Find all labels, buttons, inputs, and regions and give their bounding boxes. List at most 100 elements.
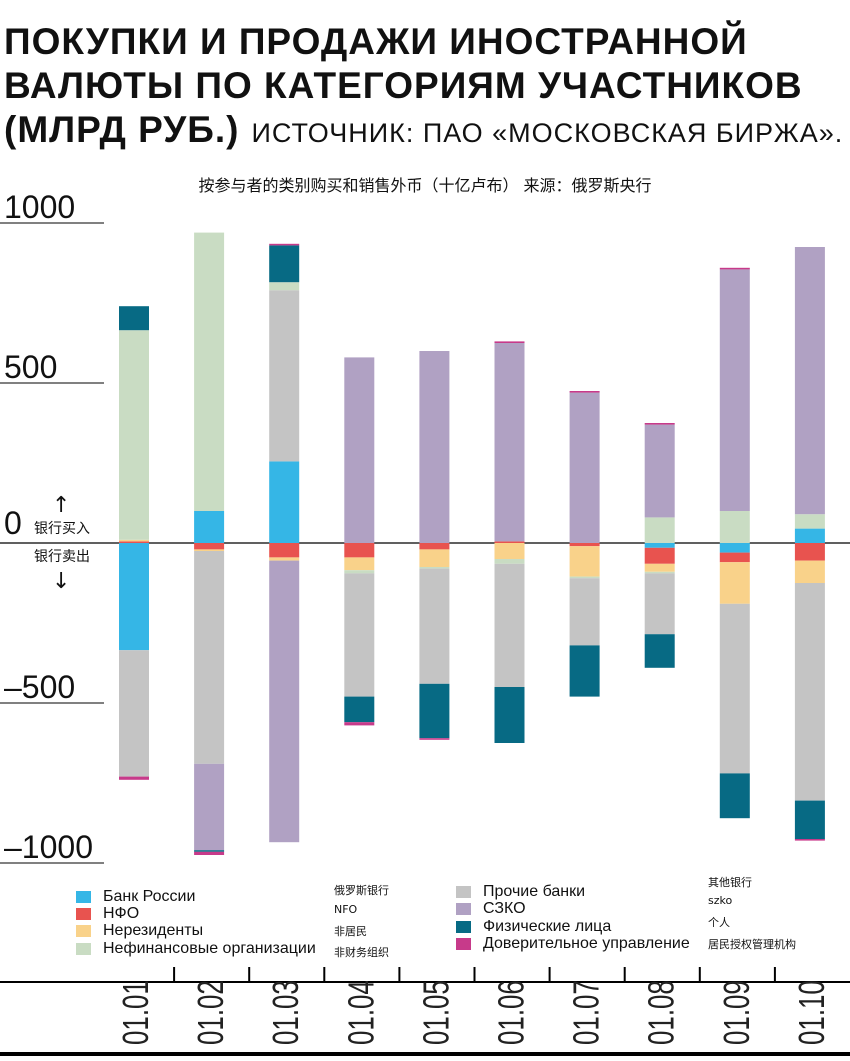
title-source: ИСТОЧНИК: ПАО «МОСКОВСКАЯ БИРЖА». xyxy=(251,118,844,148)
y-tick-label: –500 xyxy=(4,669,75,705)
bar-szko-01.06 xyxy=(494,343,525,542)
bar-nfo-01.04 xyxy=(344,543,375,558)
chart-title: ПОКУПКИ И ПРОДАЖИ ИНОСТРАННОЙ ВАЛЮТЫ ПО … xyxy=(4,20,850,155)
x-tick-label: 01.01 xyxy=(116,980,156,1045)
y-tick-label: 1000 xyxy=(4,189,75,225)
bar-nfo-01.08 xyxy=(644,547,675,564)
x-tick-label: 01.09 xyxy=(717,980,757,1045)
legend-swatch xyxy=(456,902,471,915)
bar-trust-01.03 xyxy=(269,243,300,246)
annotation-buy: 银行买入 xyxy=(34,521,90,537)
bar-szko-01.02 xyxy=(194,763,225,851)
bar-other_banks-01.04 xyxy=(344,573,375,697)
legend-item-other_banks: Прочие банки xyxy=(456,883,585,901)
bar-nfo-01.06 xyxy=(494,541,525,543)
legend-item-szko: СЗКО xyxy=(456,900,526,918)
legend-swatch xyxy=(456,885,471,898)
bar-bank_russia-01.02 xyxy=(194,511,225,543)
x-tick-label: 01.06 xyxy=(491,980,531,1045)
annotation-sell: 银行卖出 xyxy=(34,549,90,565)
bar-nonfinancial-01.08 xyxy=(644,571,675,574)
bar-trust-01.01 xyxy=(119,776,149,780)
legend-label: Нерезиденты xyxy=(103,922,204,939)
bar-szko-01.04 xyxy=(344,357,375,543)
x-tick-label: 01.08 xyxy=(642,980,682,1045)
bar-szko-01.10 xyxy=(794,247,825,515)
bar-nonfinancial-01.02 xyxy=(194,232,225,511)
legend-item-bank_russia: Банк России xyxy=(76,888,195,906)
bar-nonfinancial-01.04 xyxy=(344,570,375,574)
legend-item-nonfinancial: Нефинансовые организации xyxy=(76,940,316,958)
bar-other_banks-01.06 xyxy=(494,563,525,687)
chart-bars xyxy=(119,232,825,855)
legend-item-nonresidents: Нерезиденты xyxy=(76,922,203,940)
bar-nfo-01.05 xyxy=(419,543,450,550)
title-main: ПОКУПКИ И ПРОДАЖИ ИНОСТРАННОЙ ВАЛЮТЫ ПО … xyxy=(4,21,803,150)
bar-nonfinancial-01.08 xyxy=(644,517,675,543)
legend-label-cn: 非居民 xyxy=(334,925,367,938)
bar-individuals-01.09 xyxy=(719,773,750,819)
bar-nfo-01.03 xyxy=(269,543,300,558)
bar-bank_russia-01.09 xyxy=(719,543,750,553)
bar-nonresidents-01.09 xyxy=(719,562,750,604)
bar-individuals-01.10 xyxy=(794,800,825,839)
bar-other_banks-01.01 xyxy=(119,650,149,777)
x-tick-label: 01.04 xyxy=(341,980,381,1045)
legend-swatch xyxy=(76,942,91,955)
legend-label: Банк России xyxy=(103,888,196,905)
bar-nfo-01.09 xyxy=(719,552,750,563)
bar-bank_russia-01.03 xyxy=(269,461,300,543)
legend-item-individuals: Физические лица xyxy=(456,918,611,936)
legend-label: Прочие банки xyxy=(483,883,586,900)
bar-nonfinancial-01.01 xyxy=(119,330,149,540)
bar-individuals-01.05 xyxy=(419,683,450,739)
bar-trust-01.02 xyxy=(194,851,225,855)
bar-trust-01.04 xyxy=(344,722,375,726)
y-tick-label: 500 xyxy=(4,349,57,385)
bar-nonresidents-01.06 xyxy=(494,543,525,559)
legend-label-cn: 俄罗斯银行 xyxy=(334,884,389,897)
bar-nonresidents-01.08 xyxy=(644,563,675,572)
bar-bank_russia-01.10 xyxy=(794,528,825,543)
bar-other_banks-01.07 xyxy=(569,578,600,646)
y-tick-label: –1000 xyxy=(4,829,93,865)
bar-nfo-01.10 xyxy=(794,543,825,561)
bar-other_banks-01.03 xyxy=(269,290,300,462)
x-tick-label: 01.05 xyxy=(416,980,456,1045)
bar-nonfinancial-01.07 xyxy=(569,576,600,579)
bar-szko-01.07 xyxy=(569,392,600,543)
bar-nonresidents-01.05 xyxy=(419,549,450,567)
bar-szko-01.05 xyxy=(419,351,450,543)
x-tick-label: 01.02 xyxy=(191,980,231,1045)
bar-individuals-01.06 xyxy=(494,687,525,743)
legend-swatch xyxy=(456,920,471,933)
legend-label: Нефинансовые организации xyxy=(103,940,316,957)
bar-nonresidents-01.01 xyxy=(119,539,149,542)
legend-label-cn: 居民授权管理机构 xyxy=(708,938,796,951)
bar-nonfinancial-01.10 xyxy=(794,514,825,529)
bar-individuals-01.04 xyxy=(344,696,375,723)
bar-individuals-01.01 xyxy=(119,306,149,331)
legend-swatch xyxy=(456,937,471,950)
bar-individuals-01.08 xyxy=(644,634,675,668)
chart-grid: 1000 500 0 –500 –1000 ↑ ↓ xyxy=(0,189,850,865)
legend-label-cn: 其他银行 xyxy=(708,876,752,889)
legend-item-nfo: НФО xyxy=(76,905,139,923)
bar-trust-01.07 xyxy=(569,391,600,393)
bar-szko-01.03 xyxy=(269,560,300,843)
bar-other_banks-01.08 xyxy=(644,573,675,635)
arrow-up-icon: ↑ xyxy=(52,493,70,518)
bar-szko-01.09 xyxy=(719,269,750,511)
legend-swatch xyxy=(76,924,91,937)
bar-individuals-01.02 xyxy=(194,850,225,852)
legend-label-cn: 非财务组织 xyxy=(334,946,389,959)
bar-trust-01.09 xyxy=(719,267,750,270)
bar-szko-01.08 xyxy=(644,424,675,518)
bar-nfo-01.02 xyxy=(194,543,225,550)
bar-individuals-01.03 xyxy=(269,245,300,283)
bar-other_banks-01.05 xyxy=(419,568,450,684)
legend-swatch xyxy=(76,907,91,920)
legend-label: Доверительное управление xyxy=(483,935,690,952)
bar-trust-01.05 xyxy=(419,738,450,740)
